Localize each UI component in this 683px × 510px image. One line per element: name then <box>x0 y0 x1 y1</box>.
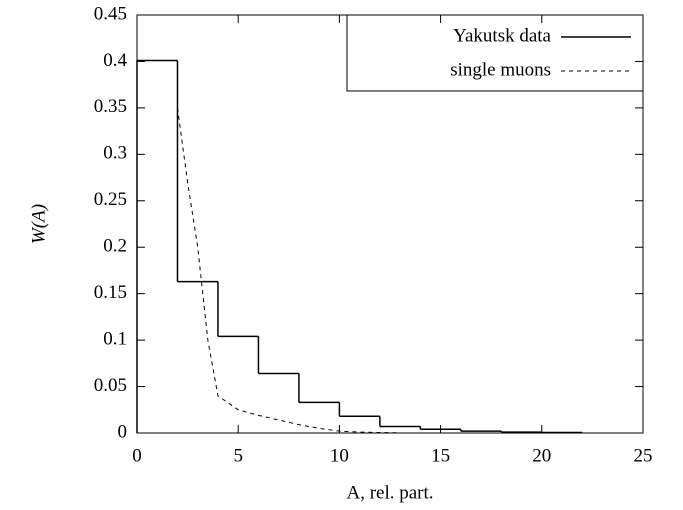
y-tick-label: 0.25 <box>94 189 127 210</box>
legend-box <box>346 14 644 92</box>
x-tick-label: 10 <box>330 445 349 466</box>
y-tick-label: 0.2 <box>103 236 127 257</box>
y-tick-label: 0.35 <box>94 96 127 117</box>
y-tick-label: 0.15 <box>94 282 127 303</box>
y-tick-label: 0.1 <box>103 328 127 349</box>
x-tick-label: 5 <box>233 445 243 466</box>
y-tick-label: 0 <box>118 421 128 442</box>
x-axis-label: A, rel. part. <box>346 482 433 503</box>
line-series <box>176 107 401 434</box>
y-axis-label: W(A) <box>28 204 49 244</box>
y-tick-label: 0.05 <box>94 375 127 396</box>
legend-label: single muons <box>450 59 551 80</box>
y-tick-label: 0.3 <box>103 143 127 164</box>
x-tick-label: 20 <box>532 445 551 466</box>
y-tick-label: 0.4 <box>103 50 127 71</box>
x-tick-label: 0 <box>132 445 142 466</box>
legend-label: Yakutsk data <box>453 25 551 46</box>
x-tick-label: 15 <box>431 445 450 466</box>
y-tick-label: 0.45 <box>94 3 127 24</box>
x-tick-label: 25 <box>634 445 653 466</box>
